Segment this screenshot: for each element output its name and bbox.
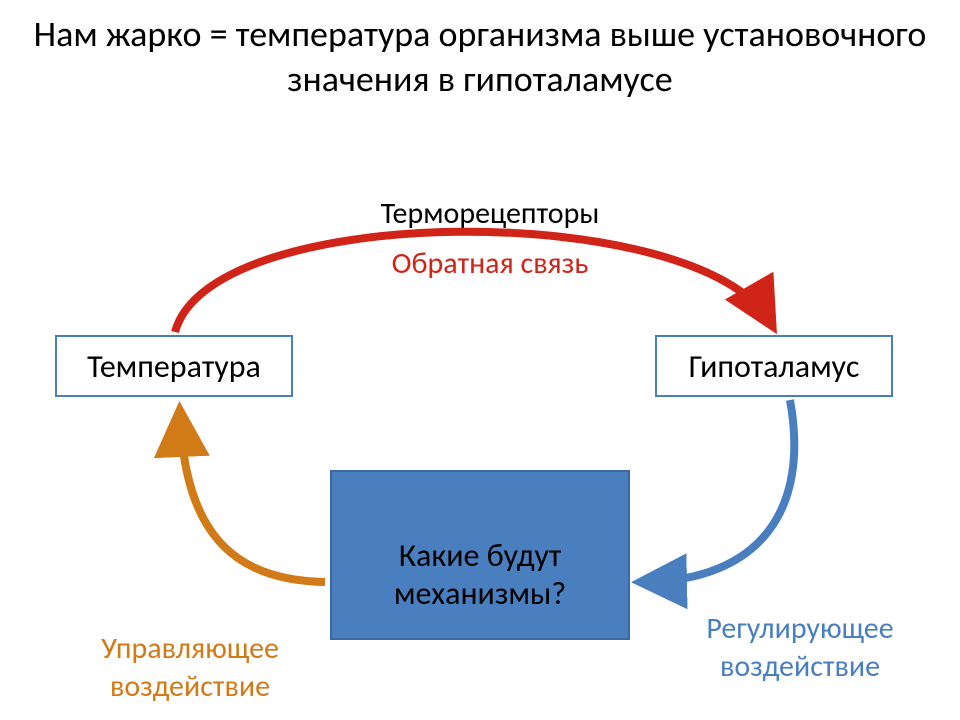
page-title: Нам жарко = температура организма выше у… [0, 12, 960, 102]
node-mechanisms: Какие будут механизмы? [330, 470, 630, 640]
node-temperature-label: Температура [87, 347, 261, 386]
label-regulating: Регулирующее воздействие [660, 610, 940, 685]
label-thermoreceptors: Терморецепторы [350, 195, 630, 232]
label-controlling: Управляющее воздействие [50, 630, 330, 705]
node-hypothalamus-label: Гипоталамус [689, 347, 860, 386]
edge-regulating [645, 400, 794, 582]
node-temperature: Температура [55, 335, 293, 397]
label-feedback: Обратная связь [360, 245, 620, 282]
node-mechanisms-label: Какие будут механизмы? [332, 537, 628, 614]
node-hypothalamus: Гипоталамус [655, 335, 893, 397]
edge-controlling [180, 415, 325, 582]
